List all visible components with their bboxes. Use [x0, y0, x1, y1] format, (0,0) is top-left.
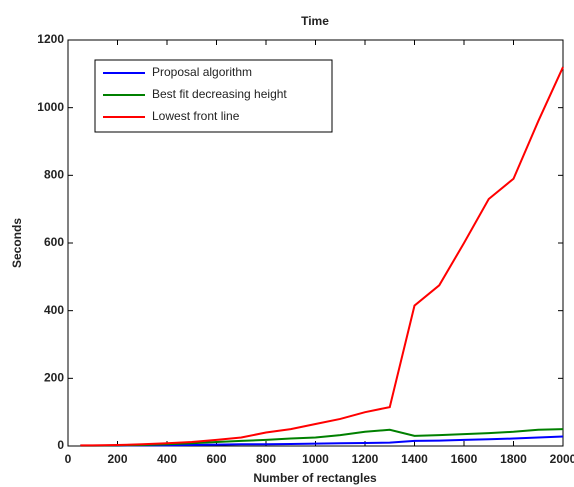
- legend-label: Proposal algorithm: [152, 65, 252, 79]
- y-tick-label: 800: [44, 168, 64, 182]
- x-tick-label: 1600: [451, 452, 478, 466]
- y-axis-label: Seconds: [10, 218, 24, 268]
- y-tick-label: 0: [57, 438, 64, 452]
- x-axis-label: Number of rectangles: [253, 471, 377, 485]
- y-tick-label: 1200: [37, 32, 64, 46]
- x-tick-label: 800: [256, 452, 276, 466]
- y-tick-label: 200: [44, 371, 64, 385]
- y-tick-label: 1000: [37, 100, 64, 114]
- x-tick-label: 1800: [500, 452, 527, 466]
- x-tick-label: 0: [65, 452, 72, 466]
- legend-label: Best fit decreasing height: [152, 87, 287, 101]
- x-tick-label: 400: [157, 452, 177, 466]
- chart-title: Time: [301, 14, 329, 28]
- y-tick-label: 600: [44, 235, 64, 249]
- x-tick-label: 1000: [302, 452, 329, 466]
- line-series: [80, 66, 564, 447]
- x-tick-label: 1200: [352, 452, 379, 466]
- x-tick-label: 1400: [401, 452, 428, 466]
- y-tick-label: 400: [44, 303, 64, 317]
- legend-label: Lowest front line: [152, 109, 240, 123]
- x-tick-label: 600: [206, 452, 226, 466]
- x-tick-label: 2000: [550, 452, 574, 466]
- x-tick-label: 200: [107, 452, 127, 466]
